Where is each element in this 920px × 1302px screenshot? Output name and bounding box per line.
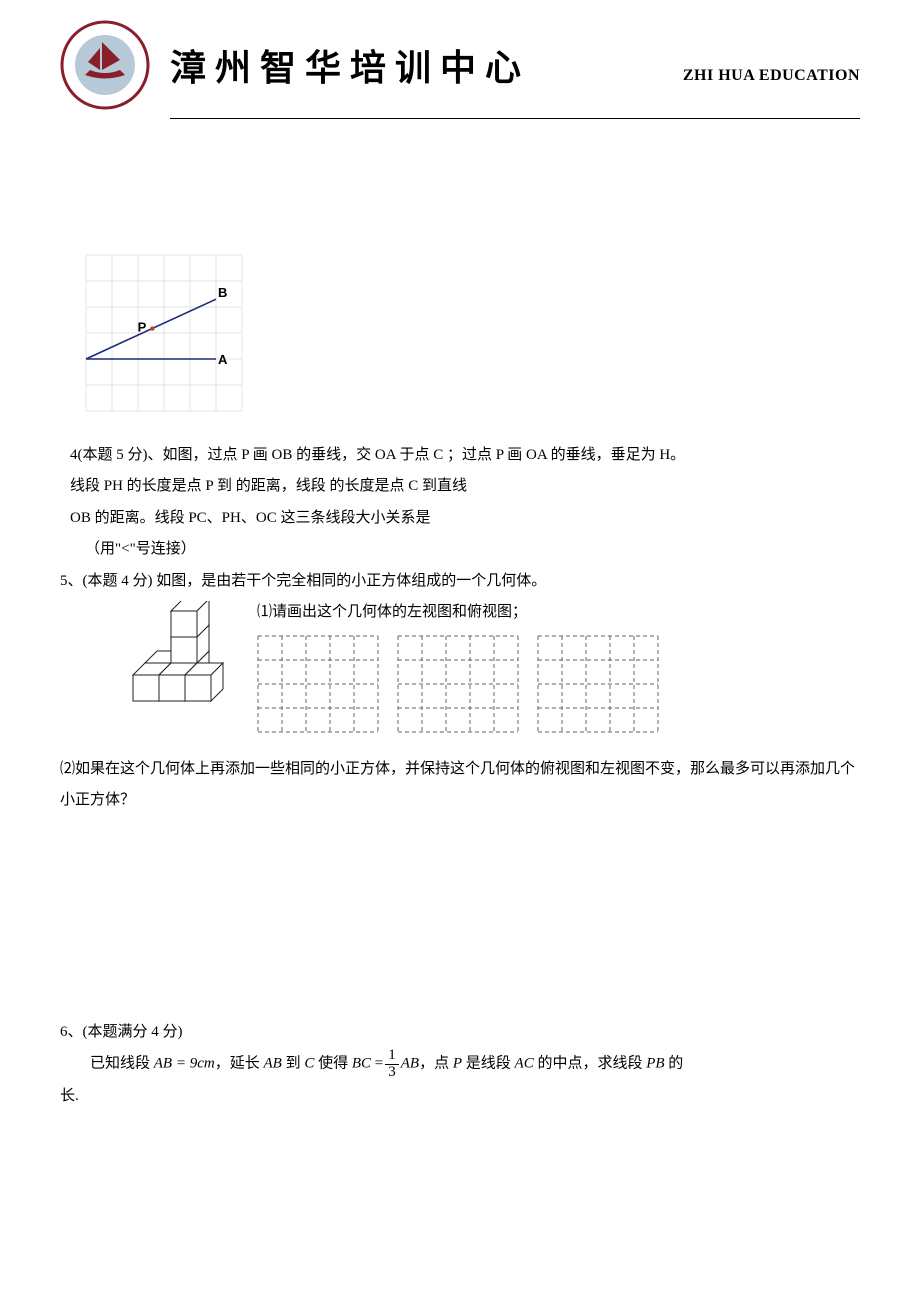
q6-AB2: AB (401, 1056, 419, 1072)
main-title: 漳 州 智 华 培 训 中 心 (170, 39, 521, 91)
q6-t: 的 (665, 1056, 684, 1072)
svg-text:P: P (138, 320, 147, 335)
frac-num: 1 (385, 1048, 399, 1065)
grid-diagram-icon: OABP (80, 249, 248, 417)
answer-grid (537, 635, 659, 733)
q6-t: 已知线段 (90, 1056, 154, 1072)
answer-grids-row (257, 635, 860, 733)
q6-t: 是线段 (462, 1056, 515, 1072)
q6-C: C (304, 1056, 314, 1072)
q6-t: ，点 (419, 1056, 453, 1072)
q6-line2: 长. (60, 1081, 860, 1113)
q4-line2: 线段 PH 的长度是点 P 到 的距离，线段 的长度是点 C 到直线 (70, 471, 860, 503)
q6-t: ，延长 (215, 1056, 264, 1072)
q4-line3: OB 的距离。线段 PC、PH、OC 这三条线段大小关系是 (70, 503, 860, 535)
frac-den: 3 (385, 1065, 399, 1081)
q4-line4: （用"<"号连接） (85, 534, 860, 566)
q5-right: ⑴请画出这个几何体的左视图和俯视图； (257, 597, 860, 733)
svg-text:B: B (218, 285, 227, 300)
q6-cm: cm (197, 1056, 215, 1072)
q6-ab: AB = 9 (154, 1056, 197, 1072)
fraction: 13 (385, 1048, 399, 1081)
q5-prompt2: ⑵如果在这个几何体上再添加一些相同的小正方体，并保持这个几何体的俯视图和左视图不… (60, 754, 860, 817)
q6-AC: AC (515, 1056, 534, 1072)
q6-AB: AB (263, 1056, 281, 1072)
q5-row: ⑴请画出这个几何体的左视图和俯视图； (60, 597, 860, 734)
content: OABP 4(本题 5 分)、如图，过点 P 画 OB 的垂线，交 OA 于点 … (60, 249, 860, 1112)
q4-line1: 4(本题 5 分)、如图，过点 P 画 OB 的垂线，交 OA 于点 C ；过点… (70, 440, 860, 472)
q6-t: 到 (282, 1056, 305, 1072)
q4-block: 4(本题 5 分)、如图，过点 P 画 OB 的垂线，交 OA 于点 C ；过点… (70, 440, 860, 566)
header-rule (170, 118, 860, 119)
q6-BC: BC (352, 1056, 371, 1072)
page: 漳 州 智 华 培 训 中 心 ZHI HUA EDUCATION OABP 4… (0, 0, 920, 1172)
q5-prompt1: ⑴请画出这个几何体的左视图和俯视图； (257, 597, 860, 629)
zhihua-logo-icon (60, 20, 150, 110)
svg-text:A: A (218, 352, 228, 367)
q6-head: 6、(本题满分 4 分) (60, 1017, 860, 1049)
q6-t: 使得 (314, 1056, 352, 1072)
figure-q4: OABP (80, 249, 860, 430)
cubes-figure (125, 601, 245, 734)
answer-grid (397, 635, 519, 733)
q6-eq: = (371, 1056, 383, 1072)
answer-grid (257, 635, 379, 733)
q6-body: 已知线段 AB = 9cm，延长 AB 到 C 使得 BC =13AB，点 P … (90, 1048, 860, 1081)
q6-block: 6、(本题满分 4 分) 已知线段 AB = 9cm，延长 AB 到 C 使得 … (60, 1017, 860, 1113)
q5-head: 5、(本题 4 分) 如图，是由若干个完全相同的小正方体组成的一个几何体。 (60, 566, 860, 598)
q6-t: 的中点，求线段 (534, 1056, 647, 1072)
title-area: 漳 州 智 华 培 训 中 心 ZHI HUA EDUCATION (170, 39, 860, 91)
page-header: 漳 州 智 华 培 训 中 心 ZHI HUA EDUCATION (60, 20, 860, 110)
q6-PB: PB (646, 1056, 664, 1072)
q6-P: P (453, 1056, 462, 1072)
sub-title: ZHI HUA EDUCATION (683, 67, 860, 85)
cubes-icon (125, 601, 245, 721)
